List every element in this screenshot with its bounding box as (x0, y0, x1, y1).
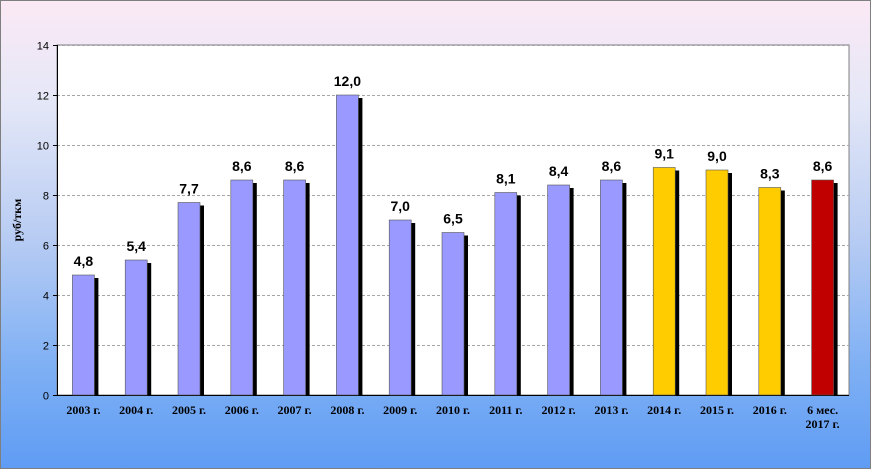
data-label: 7,0 (390, 198, 410, 214)
x-tick-label: 6 мес. (807, 403, 838, 417)
bar (177, 202, 201, 396)
x-tick-label: 2017 г. (806, 417, 840, 431)
bar (72, 274, 95, 396)
data-label: 8,6 (285, 158, 305, 174)
y-tick-label: 6 (43, 241, 49, 253)
data-label: 7,7 (179, 181, 199, 197)
x-tick-label: 2012 г. (542, 403, 576, 417)
x-tick-label: 2016 г. (753, 403, 787, 417)
data-label: 8,3 (760, 166, 780, 182)
bar (758, 187, 782, 396)
data-label: 8,6 (232, 158, 252, 174)
bar (124, 259, 148, 396)
y-tick-label: 12 (37, 91, 49, 103)
x-tick-label: 2006 г. (225, 403, 259, 417)
bar (441, 232, 465, 396)
x-tick-label: 2009 г. (383, 403, 417, 417)
x-tick-label: 2013 г. (594, 403, 628, 417)
data-label: 9,1 (654, 146, 674, 162)
data-label: 8,6 (813, 158, 833, 174)
y-tick-label: 10 (37, 141, 49, 153)
data-label: 5,4 (126, 238, 146, 254)
y-tick-label: 2 (43, 341, 49, 353)
bar (388, 219, 412, 396)
bar (547, 184, 570, 396)
data-label: 12,0 (334, 73, 361, 89)
bar (811, 179, 834, 396)
x-tick-label: 2008 г. (330, 403, 364, 417)
y-axis-title: руб/ткм (10, 199, 24, 242)
bar (230, 179, 254, 396)
y-tick-label: 14 (37, 41, 49, 53)
x-tick-label: 2010 г. (436, 403, 470, 417)
data-label: 8,1 (496, 171, 516, 187)
y-tick-label: 4 (43, 291, 49, 303)
data-label: 8,4 (549, 163, 569, 179)
x-tick-label: 2007 г. (278, 403, 312, 417)
data-label: 4,8 (74, 253, 94, 269)
bar (494, 192, 518, 396)
x-tick-label: 2004 г. (119, 403, 153, 417)
bar (600, 179, 623, 396)
bar (652, 167, 676, 396)
data-label: 8,6 (602, 158, 622, 174)
x-tick-label: 2011 г. (489, 403, 522, 417)
data-label: 6,5 (443, 211, 463, 227)
bar (705, 169, 729, 396)
x-tick-label: 2014 г. (647, 403, 681, 417)
x-tick-label: 2003 г. (66, 403, 100, 417)
bar (336, 94, 359, 396)
y-tick-label: 8 (43, 191, 49, 203)
x-tick-label: 2015 г. (700, 403, 734, 417)
x-tick-label: 2005 г. (172, 403, 206, 417)
bar (283, 179, 306, 396)
data-label: 9,0 (707, 148, 727, 164)
y-tick-label: 0 (43, 391, 49, 403)
